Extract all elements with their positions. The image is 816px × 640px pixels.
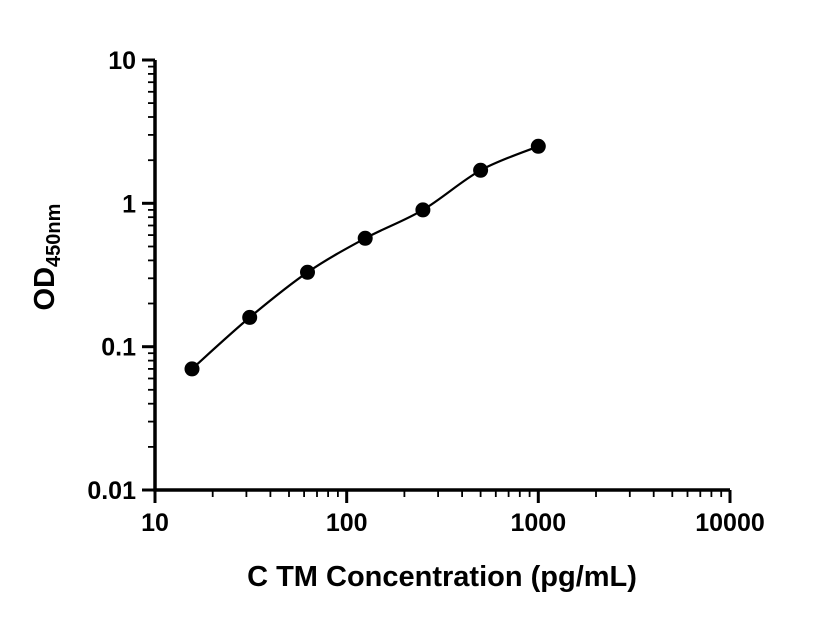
y-tick-label: 0.1 bbox=[101, 334, 136, 362]
data-point bbox=[473, 162, 489, 178]
data-points-group bbox=[184, 138, 546, 377]
data-point bbox=[184, 361, 200, 377]
axes bbox=[153, 60, 730, 492]
x-tick-label: 10 bbox=[141, 509, 169, 537]
tick-marks bbox=[142, 58, 732, 503]
fit-curve bbox=[191, 145, 539, 370]
data-point bbox=[415, 202, 431, 218]
data-point bbox=[300, 264, 315, 280]
axis-spines bbox=[153, 60, 730, 492]
y-axis-label-main: OD bbox=[29, 267, 61, 311]
y-tick-label: 10 bbox=[108, 47, 136, 75]
data-point bbox=[357, 230, 373, 246]
data-point bbox=[242, 309, 258, 325]
x-axis-label: C TM Concentration (pg/mL) bbox=[247, 561, 637, 593]
x-tick-label: 100 bbox=[326, 509, 368, 537]
y-axis-label: OD450nm bbox=[29, 204, 65, 311]
fit-curve-group bbox=[191, 145, 539, 370]
x-tick-label: 1000 bbox=[510, 509, 566, 537]
data-point bbox=[530, 138, 546, 154]
y-axis-label-sub: 450nm bbox=[43, 204, 65, 267]
x-tick-label: 10000 bbox=[695, 509, 765, 537]
y-tick-label: 1 bbox=[122, 190, 136, 218]
tick-labels: 10 100 1000 10000 0.01 0.1 1 10 bbox=[87, 47, 764, 537]
y-tick-label: 0.01 bbox=[87, 477, 136, 505]
